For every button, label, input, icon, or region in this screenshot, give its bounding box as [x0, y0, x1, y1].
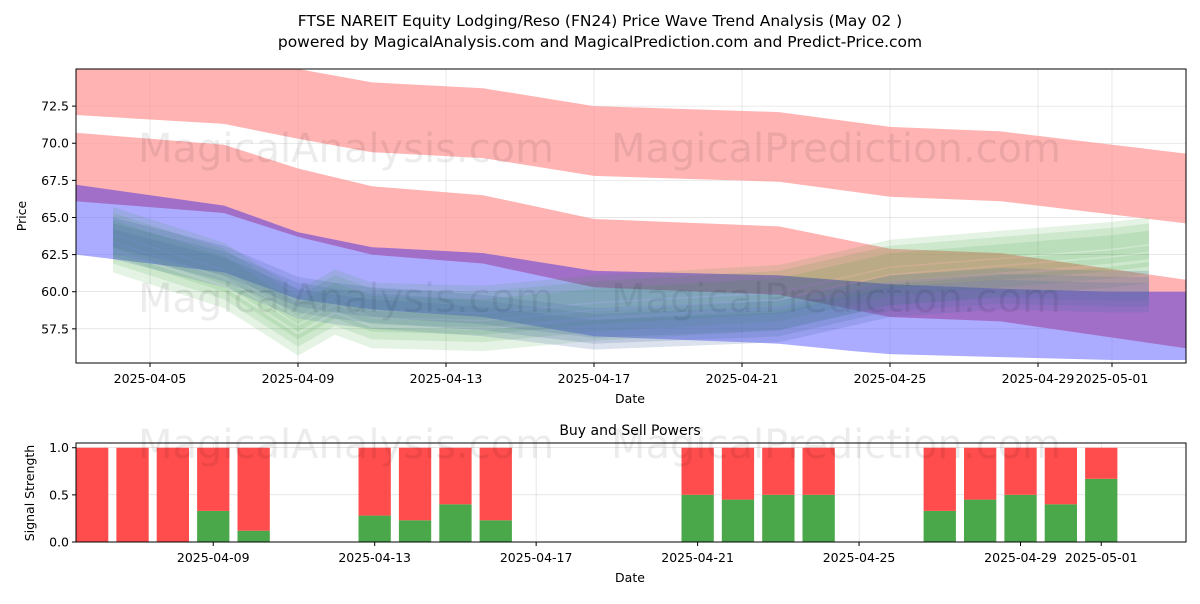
sell-bar — [398, 447, 432, 521]
price-x-axis-label: Date — [615, 391, 645, 406]
signal-x-tick-label: 2025-05-01 — [1065, 550, 1138, 565]
signal-y-tick-label: 1.0 — [49, 440, 69, 455]
signal-x-tick-label: 2025-04-21 — [661, 550, 734, 565]
price-y-ticks: 57.5 60.0 62.5 65.0 67.5 70.0 72.5 — [41, 99, 76, 336]
green-wave-0 — [113, 251, 1149, 356]
signal-y-tick-label: 0.5 — [49, 487, 69, 502]
watermark-prediction-top: MagicalPrediction.com — [611, 126, 1061, 172]
buy-bar — [479, 520, 512, 542]
price-y-tick-label: 60.0 — [41, 284, 69, 299]
steel-wave-0 — [113, 241, 1149, 350]
price-x-tick-label: 2025-04-05 — [114, 371, 187, 386]
buy-bar — [439, 504, 472, 542]
steel-wave-1 — [113, 235, 1149, 344]
sell-bar — [358, 447, 391, 516]
price-x-tick-label: 2025-04-09 — [262, 371, 335, 386]
signal-x-tick-label: 2025-04-17 — [500, 550, 573, 565]
buy-bar — [923, 510, 956, 542]
price-plot-frame — [75, 68, 1187, 364]
sell-bar — [197, 447, 230, 511]
green-wave-3 — [113, 227, 1149, 332]
watermark-analysis-top: MagicalAnalysis.com — [138, 126, 554, 172]
sell-bar — [116, 447, 149, 542]
signal-x-tick-label: 2025-04-09 — [177, 550, 250, 565]
signal-x-tick-label: 2025-04-13 — [338, 550, 411, 565]
steel-wave-4 — [113, 217, 1149, 326]
sell-bar — [1044, 447, 1077, 505]
watermark-analysis-mid: MagicalAnalysis.com — [138, 276, 554, 322]
signal-y-ticks: 0.0 0.5 1.0 — [49, 440, 76, 550]
buy-bar — [721, 499, 755, 542]
price-y-axis-label: Price — [14, 200, 29, 231]
green-wave-1 — [113, 242, 1149, 347]
signal-chart: Buy and Sell Powers MagicalAnalysis.com … — [22, 422, 1187, 585]
price-y-tick-label: 57.5 — [41, 321, 69, 336]
steel-wave-3 — [113, 223, 1149, 332]
sell-bar — [964, 447, 997, 500]
buy-bar — [964, 499, 997, 542]
buy-bar — [681, 494, 714, 542]
buy-bar — [1004, 494, 1037, 542]
price-x-tick-label: 2025-04-25 — [854, 371, 927, 386]
signal-y-tick-label: 0.0 — [49, 535, 69, 550]
signal-y-axis-label: Signal Strength — [22, 445, 37, 541]
buy-bar — [398, 520, 432, 542]
band-upper-red — [76, 69, 1186, 224]
sell-bar — [1004, 447, 1037, 495]
sell-bar — [721, 447, 755, 500]
price-x-tick-label: 2025-04-29 — [1002, 371, 1075, 386]
buy-bar — [802, 494, 835, 542]
buy-bar — [237, 530, 270, 542]
signal-bars — [76, 447, 1118, 542]
buy-bar — [762, 494, 795, 542]
watermark-prediction-mid: MagicalPrediction.com — [611, 276, 1061, 322]
green-wave-4 — [113, 220, 1149, 325]
price-y-tick-label: 72.5 — [41, 99, 69, 114]
price-y-tick-label: 65.0 — [41, 210, 69, 225]
sell-bar — [237, 447, 270, 531]
signal-plot-frame — [75, 442, 1187, 543]
chart-title: FTSE NAREIT Equity Lodging/Reso (FN24) P… — [298, 12, 902, 30]
signal-chart-title: Buy and Sell Powers — [559, 423, 700, 439]
buy-bar — [1085, 478, 1118, 542]
sell-bar — [762, 447, 795, 495]
price-x-tick-label: 2025-04-21 — [706, 371, 779, 386]
sell-bar — [439, 447, 472, 505]
sell-bar — [1085, 447, 1118, 479]
steel-wave-2 — [113, 229, 1149, 338]
green-wave-5 — [113, 213, 1149, 317]
sell-bar — [681, 447, 714, 495]
signal-x-tick-label: 2025-04-25 — [823, 550, 896, 565]
green-wave-6 — [113, 207, 1149, 311]
green-wave-2 — [113, 235, 1149, 340]
sell-bar — [76, 447, 109, 542]
watermark-prediction-bottom: MagicalPrediction.com — [611, 422, 1061, 468]
price-bands — [76, 69, 1186, 360]
buy-bar — [358, 515, 391, 542]
sell-bar — [479, 447, 512, 521]
price-x-ticks: 2025-04-05 2025-04-09 2025-04-13 2025-04-17… — [114, 363, 1149, 386]
price-x-tick-label: 2025-04-13 — [410, 371, 483, 386]
price-waves — [113, 207, 1149, 356]
price-chart: MagicalAnalysis.com MagicalPrediction.co… — [14, 68, 1187, 406]
signal-x-ticks: 2025-04-09 2025-04-13 2025-04-17 2025-04-21… — [177, 542, 1138, 565]
buy-bar — [197, 510, 230, 542]
sell-bar — [923, 447, 956, 511]
buy-bar — [1044, 504, 1077, 542]
signal-x-axis-label: Date — [615, 570, 645, 585]
sell-bar — [802, 447, 835, 495]
price-y-tick-label: 62.5 — [41, 247, 69, 262]
watermark-analysis-bottom: MagicalAnalysis.com — [138, 422, 554, 468]
price-x-tick-label: 2025-04-17 — [558, 371, 631, 386]
signal-x-tick-label: 2025-04-29 — [984, 550, 1057, 565]
price-x-tick-label: 2025-05-01 — [1076, 371, 1149, 386]
price-y-tick-label: 70.0 — [41, 136, 69, 151]
sell-bar — [156, 447, 189, 542]
band-overlap-purple — [76, 184, 1186, 349]
chart-subtitle: powered by MagicalAnalysis.com and Magic… — [278, 33, 922, 51]
price-y-tick-label: 67.5 — [41, 173, 69, 188]
